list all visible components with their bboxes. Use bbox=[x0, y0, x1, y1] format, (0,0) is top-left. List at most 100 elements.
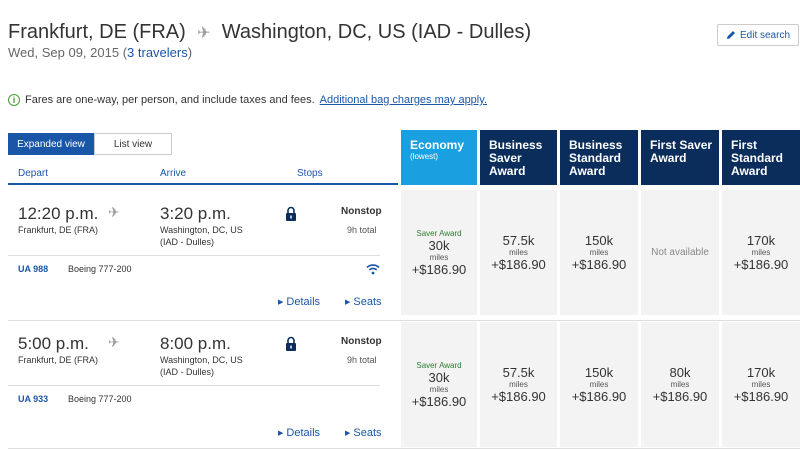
arrive-place: Washington, DC, US (IAD - Dulles) bbox=[160, 224, 243, 248]
trip-date-line: Wed, Sep 09, 2015 (3 travelers) bbox=[8, 45, 193, 60]
pencil-icon bbox=[726, 31, 735, 39]
aircraft-type: Boeing 777-200 bbox=[68, 394, 132, 404]
plane-icon: ✈ bbox=[197, 24, 211, 42]
cabin-header-first-standard[interactable]: First Standard Award bbox=[722, 130, 800, 185]
triangle-right-icon: ▶ bbox=[345, 299, 351, 306]
fare-cell-business-saver[interactable]: 57.5k miles +$186.90 bbox=[480, 322, 557, 447]
fare-miles: 30k bbox=[428, 237, 450, 253]
fare-miles: 150k bbox=[584, 232, 614, 248]
flight-row-divider bbox=[8, 320, 800, 321]
fare-miles-unit: miles bbox=[509, 379, 528, 389]
fare-miles: 30k bbox=[428, 369, 450, 385]
cabin-header-business-saver[interactable]: Business Saver Award bbox=[480, 130, 557, 185]
fare-price: +$186.90 bbox=[571, 256, 627, 272]
fare-cell-economy[interactable]: Saver Award 30k miles +$186.90 bbox=[401, 322, 477, 447]
bag-charges-link[interactable]: Additional bag charges may apply. bbox=[319, 94, 487, 106]
details-link[interactable]: ▶ Details bbox=[278, 296, 320, 308]
fare-price: +$186.90 bbox=[411, 261, 467, 277]
cabin-header-first-saver[interactable]: First Saver Award bbox=[641, 130, 719, 185]
cabin-label: Business Saver Award bbox=[489, 138, 543, 178]
fare-miles-unit: miles bbox=[509, 247, 528, 257]
depart-place: Frankfurt, DE (FRA) bbox=[18, 355, 99, 365]
cabin-label: First Standard Award bbox=[731, 138, 784, 178]
list-view-button[interactable]: List view bbox=[94, 133, 172, 155]
triangle-right-icon: ▶ bbox=[278, 299, 284, 306]
plane-icon: ✈ bbox=[108, 334, 120, 350]
flight-number-link[interactable]: UA 988 bbox=[18, 264, 49, 274]
arrive-airport: (IAD - Dulles) bbox=[160, 367, 215, 377]
route-title: Frankfurt, DE (FRA) ✈ Washington, DC, US… bbox=[8, 21, 531, 44]
header-divider bbox=[8, 183, 398, 185]
seats-label: Seats bbox=[353, 296, 382, 308]
fare-cell-economy[interactable]: Saver Award 30k miles +$186.90 bbox=[401, 190, 477, 315]
fare-price: +$186.90 bbox=[411, 393, 467, 409]
cabin-label: First Saver Award bbox=[650, 138, 713, 165]
fare-cell-business-standard[interactable]: 150k miles +$186.90 bbox=[560, 190, 638, 315]
arrive-airport: (IAD - Dulles) bbox=[160, 237, 215, 247]
arrive-column-header[interactable]: Arrive bbox=[160, 168, 187, 179]
cabin-label: Economy bbox=[410, 138, 465, 152]
seats-link[interactable]: ▶ Seats bbox=[345, 427, 382, 439]
fare-miles: 80k bbox=[669, 364, 691, 380]
fare-miles-unit: miles bbox=[751, 379, 771, 389]
fare-cell-business-saver[interactable]: 57.5k miles +$186.90 bbox=[480, 190, 557, 315]
fare-miles-unit: miles bbox=[670, 379, 690, 389]
cabin-header-economy[interactable]: Economy (lowest) bbox=[401, 130, 477, 185]
fare-cell-first-standard[interactable]: 170k miles +$186.90 bbox=[722, 190, 800, 315]
seats-link[interactable]: ▶ Seats bbox=[345, 296, 382, 308]
fare-miles-unit: miles bbox=[589, 379, 609, 389]
fare-info-text: Fares are one-way, per person, and inclu… bbox=[25, 94, 315, 106]
cabin-sublabel: (lowest) bbox=[410, 152, 439, 161]
stops-label: Nonstop bbox=[341, 206, 382, 217]
destination-city: Washington, DC, US (IAD - Dulles) bbox=[221, 21, 532, 43]
fare-miles-unit: miles bbox=[429, 384, 449, 394]
triangle-right-icon: ▶ bbox=[278, 430, 284, 437]
details-label: Details bbox=[286, 427, 321, 439]
depart-time: 12:20 p.m. bbox=[18, 204, 99, 223]
fare-cell-first-saver[interactable]: 80k miles +$186.90 bbox=[641, 322, 719, 447]
fare-price: +$186.90 bbox=[733, 388, 789, 404]
lock-icon bbox=[286, 336, 296, 351]
plane-icon: ✈ bbox=[108, 204, 120, 220]
fare-cell-business-standard[interactable]: 150k miles +$186.90 bbox=[560, 322, 638, 447]
flight-number-link[interactable]: UA 933 bbox=[18, 394, 49, 404]
details-label: Details bbox=[286, 296, 321, 308]
duration: 9h total bbox=[347, 225, 377, 235]
flight-row-divider bbox=[8, 448, 800, 449]
fare-miles: 150k bbox=[584, 364, 614, 380]
view-toggle: Expanded view List view bbox=[8, 133, 172, 155]
fare-miles-unit: miles bbox=[589, 247, 609, 257]
lock-icon bbox=[286, 206, 296, 221]
row-divider bbox=[8, 385, 380, 386]
depart-place: Frankfurt, DE (FRA) bbox=[18, 225, 99, 235]
wifi-icon bbox=[366, 264, 380, 275]
fare-price: +$186.90 bbox=[491, 256, 546, 272]
aircraft-type: Boeing 777-200 bbox=[68, 264, 132, 274]
fare-miles-unit: miles bbox=[751, 247, 771, 257]
expanded-view-button[interactable]: Expanded view bbox=[8, 133, 94, 155]
fare-cell-first-saver: Not available bbox=[641, 190, 719, 315]
stops-column-header[interactable]: Stops bbox=[297, 168, 323, 179]
fare-miles-unit: miles bbox=[429, 252, 449, 262]
arrive-place: Washington, DC, US (IAD - Dulles) bbox=[160, 354, 243, 378]
details-link[interactable]: ▶ Details bbox=[278, 427, 320, 439]
edit-search-button[interactable]: Edit search bbox=[717, 24, 799, 46]
not-available-label: Not available bbox=[651, 247, 709, 258]
fare-miles: 57.5k bbox=[502, 232, 535, 248]
cabin-label: Business Standard Award bbox=[569, 138, 623, 178]
fare-price: +$186.90 bbox=[491, 388, 546, 404]
origin-city: Frankfurt, DE (FRA) bbox=[8, 21, 186, 43]
depart-time: 5:00 p.m. bbox=[18, 334, 89, 353]
travelers-link[interactable]: 3 travelers bbox=[127, 45, 188, 60]
fare-price: +$186.90 bbox=[652, 388, 708, 404]
arrive-time: 8:00 p.m. bbox=[160, 334, 231, 353]
triangle-right-icon: ▶ bbox=[345, 430, 351, 437]
arrive-city: Washington, DC, US bbox=[160, 225, 243, 235]
saver-award-label: Saver Award bbox=[416, 228, 462, 238]
fare-info: i Fares are one-way, per person, and inc… bbox=[8, 94, 487, 106]
fare-miles: 170k bbox=[746, 232, 776, 248]
depart-column-header[interactable]: Depart bbox=[18, 168, 49, 179]
cabin-header-business-standard[interactable]: Business Standard Award bbox=[560, 130, 638, 185]
edit-search-label: Edit search bbox=[739, 29, 791, 41]
fare-cell-first-standard[interactable]: 170k miles +$186.90 bbox=[722, 322, 800, 447]
